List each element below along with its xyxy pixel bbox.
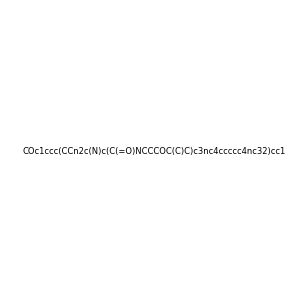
Text: COc1ccc(CCn2c(N)c(C(=O)NCCCOC(C)C)c3nc4ccccc4nc32)cc1: COc1ccc(CCn2c(N)c(C(=O)NCCCOC(C)C)c3nc4c… — [22, 147, 285, 156]
